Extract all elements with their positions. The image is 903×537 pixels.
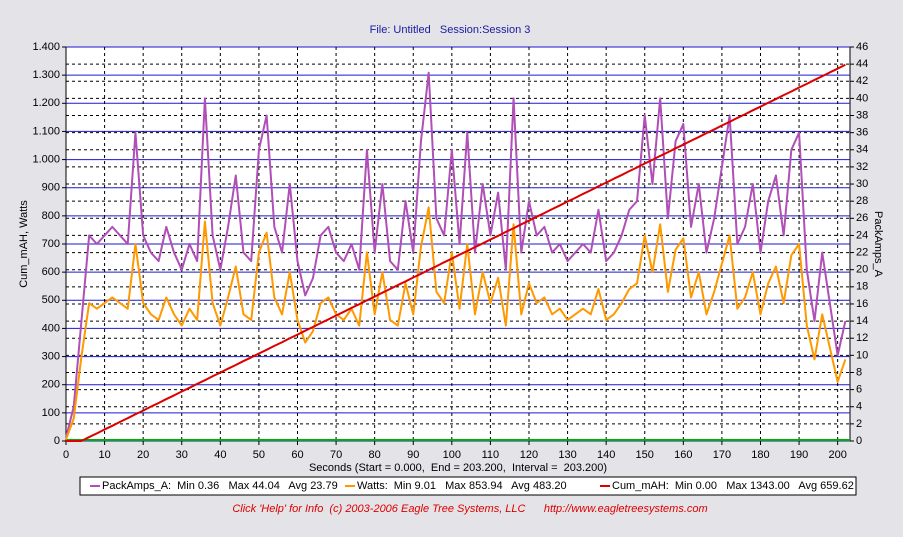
y2-tick-label: 0 [856,435,862,447]
y2-tick-label: 12 [856,332,868,344]
y2-tick-label: 36 [856,127,868,139]
y-tick-label: 1.000 [32,153,60,165]
y2-tick-label: 14 [856,315,868,327]
y2-tick-label: 42 [856,75,868,87]
x-tick-label: 30 [176,449,188,461]
legend-stats: Min 9.01 Max 853.94 Avg 483.20 [394,480,567,492]
y-tick-label: 100 [42,407,60,419]
y2-tick-label: 46 [856,41,868,53]
y2-tick-label: 44 [856,58,868,70]
y2-tick-label: 10 [856,349,868,361]
x-tick-label: 200 [828,449,846,461]
y2-tick-label: 24 [856,229,868,241]
y-tick-label: 500 [42,294,60,306]
y2-tick-label: 2 [856,418,862,430]
legend-stats: Min 0.00 Max 1343.00 Avg 659.62 [675,480,854,492]
x-tick-label: 160 [674,449,692,461]
x-tick-label: 150 [636,449,654,461]
x-tick-label: 80 [369,449,381,461]
y-tick-label: 600 [42,266,60,278]
y-tick-label: 900 [42,182,60,194]
y-tick-label: 1.300 [32,69,60,81]
y2-tick-label: 32 [856,161,868,173]
x-tick-label: 60 [291,449,303,461]
y2-tick-label: 6 [856,384,862,396]
y2-tick-label: 38 [856,109,868,121]
legend [79,476,857,496]
legend-label: Watts: [357,480,388,492]
series-line [65,206,847,440]
y-tick-label: 700 [42,238,60,250]
x-axis-label: Seconds (Start = 0.000, End = 203.200, I… [309,462,607,474]
x-tick-label: 110 [482,449,500,461]
legend-stats: Min 0.36 Max 44.04 Avg 23.79 [177,480,338,492]
y-tick-label: 400 [42,322,60,334]
y-tick-label: 300 [42,350,60,362]
x-tick-label: 180 [751,449,769,461]
footer: Click 'Help' for Info (c) 2003-2006 Eagl… [232,503,707,515]
y2-tick-label: 8 [856,366,862,378]
y2-tick-label: 26 [856,212,868,224]
chart-title: File: Untitled Session:Session 3 [370,24,531,36]
y-tick-label: 1.100 [32,125,60,137]
y-tick-label: 1.200 [32,97,60,109]
y2-tick-label: 30 [856,178,868,190]
y2-tick-label: 16 [856,298,868,310]
legend-label: PackAmps_A: [102,480,171,492]
y2-tick-label: 40 [856,92,868,104]
x-tick-label: 130 [558,449,576,461]
y2-tick-label: 4 [856,401,862,413]
y-tick-label: 800 [42,210,60,222]
y-tick-label: 1.400 [32,41,60,53]
series-line [66,63,846,442]
y-tick-label: 0 [54,435,60,447]
series-line [65,71,847,438]
y-tick-label: 200 [42,379,60,391]
x-tick-label: 40 [214,449,226,461]
x-tick-label: 140 [597,449,615,461]
y2-tick-label: 22 [856,246,868,258]
y2-tick-label: 18 [856,281,868,293]
x-tick-label: 0 [63,449,69,461]
y2-tick-label: 34 [856,144,868,156]
y-axis-label: Cum_mAH, Watts [18,200,30,288]
y2-tick-label: 20 [856,264,868,276]
x-tick-label: 120 [520,449,538,461]
y2-axis-label: PackAmps_A [872,211,884,278]
x-tick-label: 70 [330,449,342,461]
x-tick-label: 10 [98,449,110,461]
x-tick-label: 20 [137,449,149,461]
x-tick-label: 190 [790,449,808,461]
legend-label: Cum_mAH: [612,480,669,492]
x-tick-label: 90 [407,449,419,461]
y2-tick-label: 28 [856,195,868,207]
x-tick-label: 100 [443,449,461,461]
x-tick-label: 50 [253,449,265,461]
x-tick-label: 170 [713,449,731,461]
